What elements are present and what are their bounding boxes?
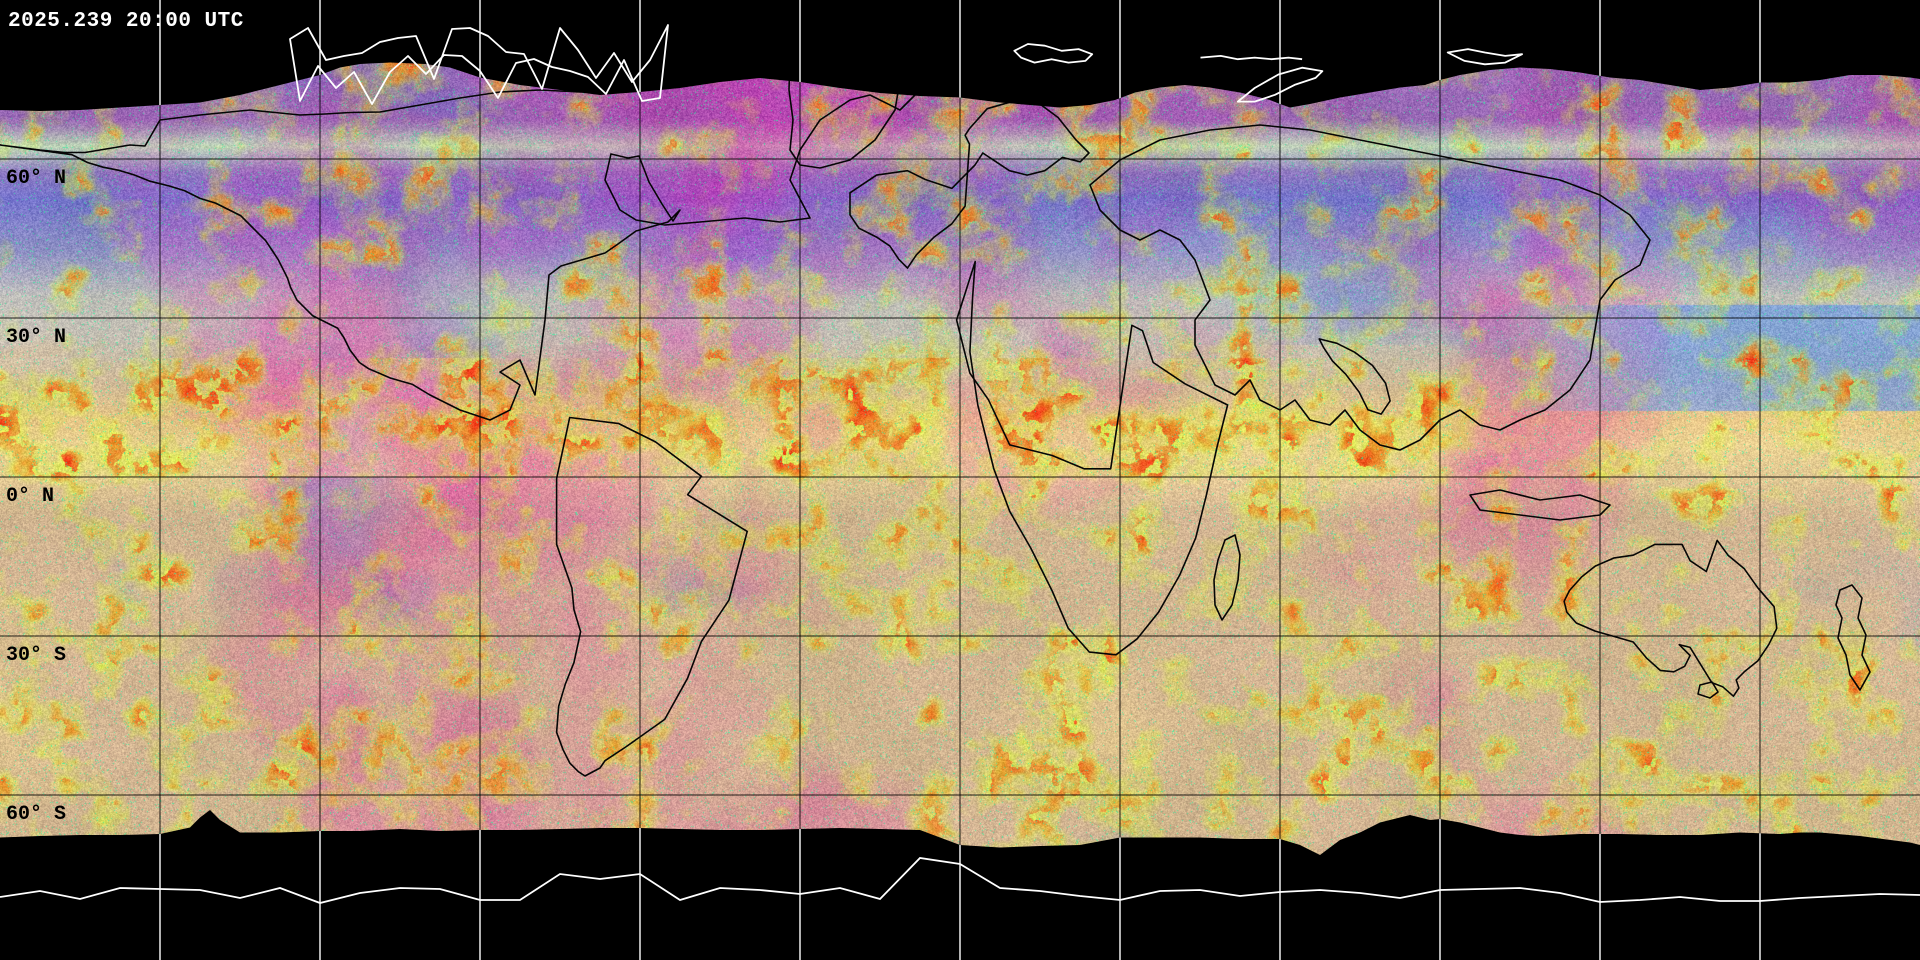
svg-text:30° N: 30° N xyxy=(6,326,66,349)
svg-text:0° N: 0° N xyxy=(6,485,54,508)
svg-text:60° N: 60° N xyxy=(6,167,66,190)
svg-text:2025.239 20:00 UTC: 2025.239 20:00 UTC xyxy=(8,10,244,33)
svg-text:30° S: 30° S xyxy=(6,644,66,667)
svg-text:60° S: 60° S xyxy=(6,803,66,826)
